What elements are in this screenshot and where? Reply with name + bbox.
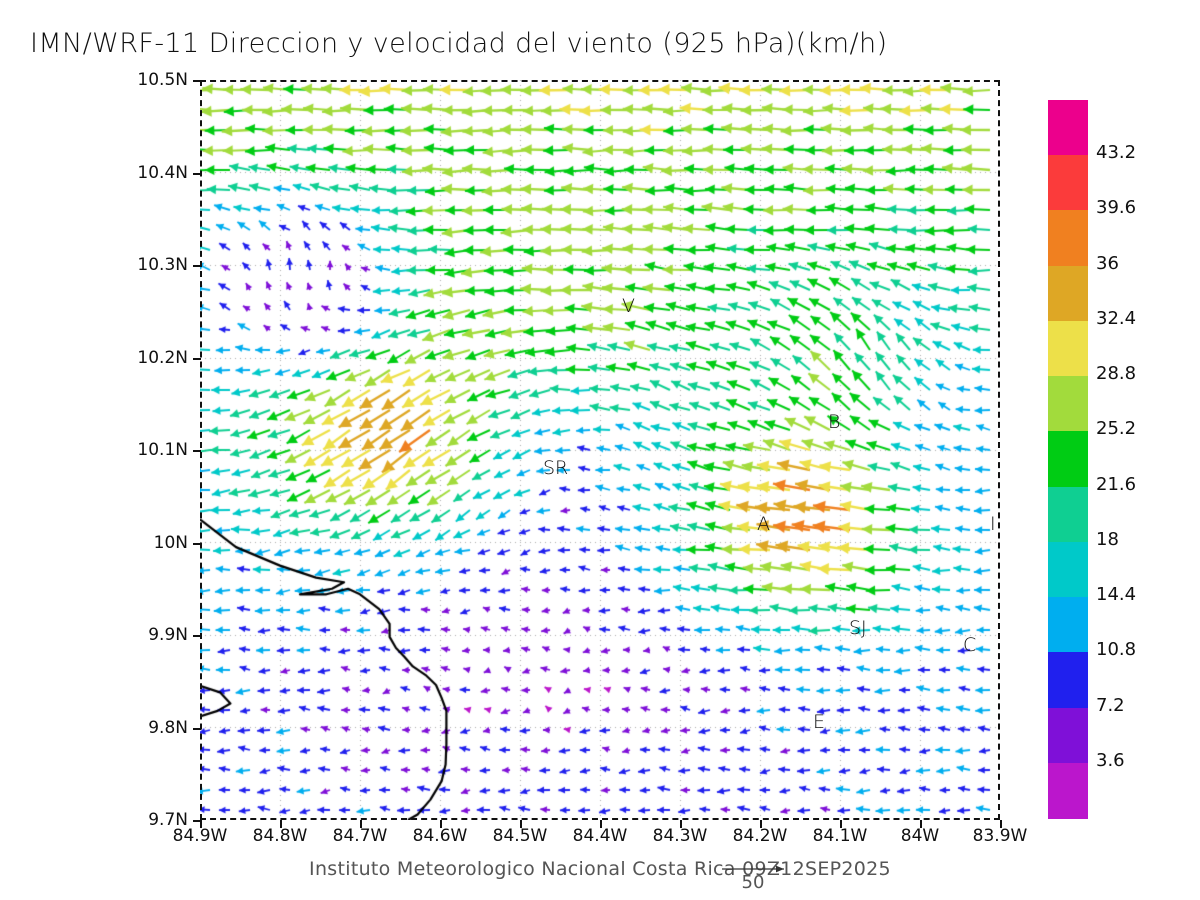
x-axis-tick xyxy=(360,820,362,828)
x-axis-tick-label: 84.6W xyxy=(412,826,468,846)
y-axis-tick-label: 10.2N xyxy=(137,347,188,368)
y-axis-tick-label: 10N xyxy=(153,532,188,553)
colorbar-band[interactable] xyxy=(1048,100,1088,156)
colorbar-band[interactable] xyxy=(1048,265,1088,322)
x-axis-tick-label: 84W xyxy=(900,826,940,846)
x-axis-tick xyxy=(520,820,522,828)
x-axis-tick-label: 84.3W xyxy=(652,826,708,846)
x-axis-tick xyxy=(840,820,842,828)
y-axis-tick xyxy=(193,727,201,730)
colorbar-band[interactable] xyxy=(1048,762,1088,819)
figure-title: IMN/WRF-11 Direccion y velocidad del vie… xyxy=(30,28,888,59)
x-axis-tick-label: 84.5W xyxy=(492,826,548,846)
y-axis-tick xyxy=(193,635,201,637)
figure-footer: Instituto Meteorologico Nacional Costa R… xyxy=(309,858,891,880)
y-axis-tick xyxy=(193,542,201,545)
x-axis-tick xyxy=(280,820,282,828)
map-plot-area[interactable] xyxy=(200,80,1000,820)
colorbar-tick-label: 18 xyxy=(1096,528,1119,550)
y-axis-tick-label: 9.9N xyxy=(148,625,188,645)
x-axis-tick-label: 84.8W xyxy=(252,826,308,846)
x-axis-tick-label: 84.7W xyxy=(332,826,388,846)
y-axis-tick xyxy=(193,820,201,822)
x-axis-tick-label: 84.4W xyxy=(572,826,628,846)
x-axis-tick-label: 83.9W xyxy=(972,826,1028,846)
reference-vector-label: 50 xyxy=(741,872,765,893)
y-axis-tick xyxy=(193,172,201,175)
colorbar-band[interactable] xyxy=(1048,541,1088,598)
colorbar-band[interactable] xyxy=(1048,431,1088,488)
y-axis-tick xyxy=(193,80,201,82)
colorbar-tick-label: 10.8 xyxy=(1096,639,1137,661)
y-axis-tick-label: 10.3N xyxy=(137,255,188,275)
y-axis-tick xyxy=(193,450,201,452)
x-axis-tick xyxy=(920,820,922,828)
colorbar-band[interactable] xyxy=(1048,597,1088,653)
x-axis-tick xyxy=(200,820,202,828)
speed-colorbar[interactable] xyxy=(1048,100,1088,819)
colorbar-band[interactable] xyxy=(1048,376,1088,432)
x-axis-tick-label: 84.2W xyxy=(732,826,788,846)
colorbar-tick-label: 36 xyxy=(1096,252,1119,274)
y-axis-tick-label: 10.5N xyxy=(137,70,188,90)
y-axis-tick xyxy=(193,357,201,360)
colorbar-tick-label: 39.6 xyxy=(1096,197,1137,219)
colorbar-band[interactable] xyxy=(1048,486,1088,543)
y-axis-tick-label: 10.1N xyxy=(137,440,188,460)
colorbar-tick-label: 7.2 xyxy=(1096,694,1125,716)
x-axis-tick xyxy=(440,820,442,828)
colorbar-band[interactable] xyxy=(1048,155,1088,212)
colorbar-band[interactable] xyxy=(1048,210,1088,267)
x-axis-tick xyxy=(760,820,762,828)
y-axis-tick-label: 9.8N xyxy=(148,717,188,738)
colorbar-tick-label: 25.2 xyxy=(1096,418,1137,440)
x-axis-tick-label: 84.9W xyxy=(172,826,228,846)
reference-vector-icon xyxy=(722,865,784,873)
x-axis-tick xyxy=(600,820,602,828)
x-axis-tick xyxy=(680,820,682,828)
y-axis-tick xyxy=(193,265,201,267)
y-axis-tick-label: 10.4N xyxy=(137,162,188,183)
y-axis-tick-label: 9.7N xyxy=(148,810,188,830)
coastline-layer xyxy=(200,80,1000,820)
x-axis-tick-label: 84.1W xyxy=(812,826,868,846)
colorbar-band[interactable] xyxy=(1048,320,1088,377)
colorbar-tick-label: 32.4 xyxy=(1096,307,1137,329)
colorbar-tick-label: 21.6 xyxy=(1096,473,1137,495)
colorbar-band[interactable] xyxy=(1048,652,1088,709)
colorbar-band[interactable] xyxy=(1048,707,1088,764)
colorbar-tick-label: 43.2 xyxy=(1096,142,1137,164)
colorbar-tick-label: 28.8 xyxy=(1096,363,1137,385)
x-axis-tick xyxy=(1000,820,1002,828)
colorbar-tick-label: 3.6 xyxy=(1096,749,1125,771)
colorbar-tick-label: 14.4 xyxy=(1096,584,1137,606)
